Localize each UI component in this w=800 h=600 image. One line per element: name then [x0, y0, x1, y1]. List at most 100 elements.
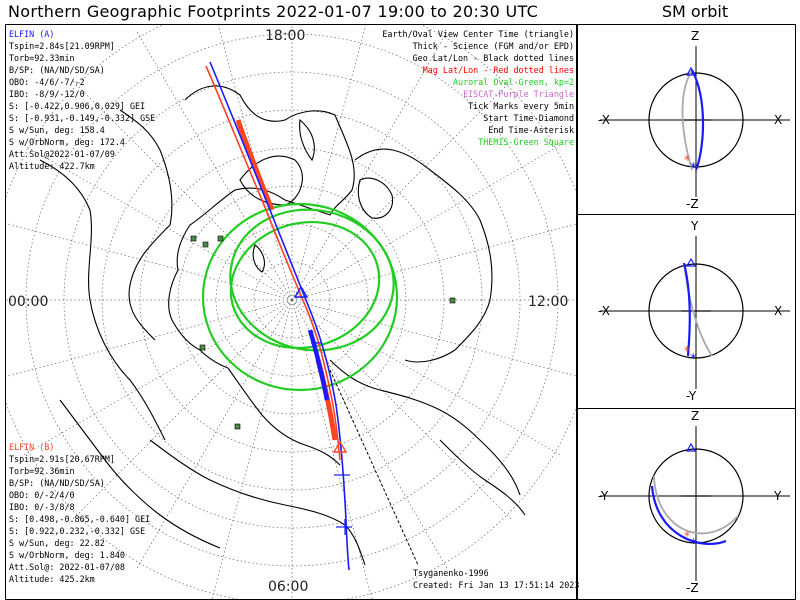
info-line: S: [-0.422,0.906,0.029] GEI	[9, 101, 146, 111]
info-line: S w/OrbNorm, deg: 1.840	[9, 550, 125, 560]
info-line: Torb=92.33min	[9, 53, 75, 63]
longitude-line	[291, 223, 576, 301]
page-title: Northern Geographic Footprints 2022-01-0…	[8, 2, 539, 21]
elfin-a-science-segment	[307, 329, 330, 401]
themis-square	[190, 235, 197, 242]
themis-square	[449, 297, 456, 304]
info-line: S: [-0.931,-0.149,-0.332] GSE	[9, 113, 156, 123]
elfin-a-info: ELFIN (A) Tspin=2.84s[21.09RPM] Torb=92.3…	[9, 28, 155, 172]
auroral-oval-mid	[229, 208, 395, 352]
sm-panel: ** Z -Y Y -Z	[598, 409, 790, 595]
elfin-a-orbit	[682, 262, 691, 357]
info-line: B/SP: (NA/ND/SD/SA)	[9, 65, 105, 75]
info-line: S w/OrbNorm, deg: 172.4	[9, 137, 125, 147]
info-line: IBO: 0/-3/8/8	[9, 502, 75, 512]
west-coast-outline	[119, 109, 173, 341]
themis-square	[202, 241, 209, 248]
sm-axis-label-bottom: -Z	[686, 197, 699, 211]
info-line: S w/Sun, deg: 158.4	[9, 125, 105, 135]
geo-grid	[6, 25, 576, 599]
sm-axis-label-right: X	[774, 304, 782, 318]
elfin-b-center-triangle	[332, 440, 348, 453]
east-outline	[439, 439, 526, 516]
pacific-coast-outline	[59, 399, 221, 549]
orbit-asterisk: *	[690, 352, 697, 367]
elfin-b-orbit	[681, 69, 693, 171]
info-line: Att.Sol@: 2022-01-07/08	[9, 562, 125, 572]
auroral-oval-outer	[201, 202, 399, 392]
orbit-triangle	[685, 442, 697, 452]
siberia-outline	[354, 148, 493, 363]
sm-axis-label-right: Y	[773, 489, 782, 503]
earth-circle	[648, 263, 744, 359]
orbit-asterisk-b: *	[684, 344, 690, 358]
info-line: Torb=92.36min	[9, 466, 75, 476]
sm-axis-label-left: -Y	[598, 489, 609, 503]
auroral-ovals	[201, 202, 399, 392]
sm-axis-label-top: Y	[690, 219, 699, 233]
elfin-b-lines: Tspin=2.91s[20.67RPM] Torb=92.36min B/SP: …	[9, 453, 150, 585]
legend-entry: Thick - Science (FGM and/or EPD)	[412, 41, 574, 51]
themis-stations	[190, 235, 456, 430]
themis-square	[217, 235, 224, 242]
continent-outlines	[39, 85, 526, 566]
longitude-line	[291, 144, 561, 301]
info-line: S w/Sun, deg: 22.82	[9, 538, 105, 548]
info-line: Altitude: 422.7km	[9, 161, 95, 171]
info-line: OBO: -4/6/-7/-2	[9, 77, 85, 87]
sm-panel: ** Y -X X -Y	[598, 219, 790, 403]
small-island-2-outline	[299, 118, 315, 162]
legend-entry: THEMIS-Green Square	[478, 137, 574, 147]
elfin-a-orbit	[650, 485, 727, 545]
sm-axis-label-top: Z	[691, 29, 699, 43]
orbit-asterisk-b: *	[684, 153, 690, 167]
elfin-a-lines: Tspin=2.84s[21.09RPM] Torb=92.33min B/SP: …	[9, 40, 155, 172]
elfin-a-track	[209, 61, 350, 571]
sm-axis-label-bottom: -Y	[686, 389, 697, 403]
legend-entry: End Time-Asterisk	[488, 125, 574, 135]
sm-axis-label-top: Z	[691, 409, 699, 423]
elfin-b-name: ELFIN (B)	[9, 442, 55, 452]
europe-greenland-coast	[168, 85, 355, 369]
legend-entry: Mag Lat/Lon - Red dotted lines	[422, 65, 574, 75]
orbit-asterisk: *	[690, 161, 697, 176]
alaska-outline	[329, 359, 521, 496]
legend-entry: Auroral Oval-Green, kp=2	[452, 77, 574, 87]
latitude-circle	[253, 261, 331, 339]
info-line: B/SP: (NA/ND/SD/SA)	[9, 478, 105, 488]
sm-axis-label-right: X	[774, 113, 782, 127]
legend: Earth/Oval View Center Time (triangle) Th…	[382, 28, 574, 148]
latitude-circle	[101, 109, 483, 491]
elfin-a-orbit	[691, 69, 705, 171]
themis-square	[234, 423, 241, 430]
legend-entry: Geo Lat/Lon - Black dotted lines	[412, 53, 574, 63]
longitude-line	[291, 299, 512, 520]
sm-orbit-title: SM orbit	[661, 2, 729, 21]
info-line: Att.Sol@2022-01-07/09	[9, 149, 115, 159]
info-line: OBO: 0/-2/4/0	[9, 490, 75, 500]
legend-entry: EISCAT-Purple Triangle	[463, 89, 574, 99]
canada-outline	[227, 367, 341, 466]
legend-entry: Start Time-Diamond	[483, 113, 574, 123]
latitude-circle	[177, 185, 407, 415]
tsyganenko-trace	[329, 369, 419, 566]
time-label-right: 12:00	[528, 294, 568, 310]
sm-axis-label-left: -X	[598, 304, 610, 318]
north-america-outline	[149, 439, 366, 566]
info-line: Tspin=2.91s[20.67RPM]	[9, 454, 115, 464]
longitude-line	[217, 25, 293, 301]
small-island-outline	[252, 244, 265, 273]
themis-square	[199, 344, 206, 351]
auroral-oval-inner	[229, 220, 381, 350]
model-label: Tsyganenko-1996	[413, 568, 489, 578]
longitude-line	[291, 299, 373, 599]
info-line: Tspin=2.84s[21.09RPM]	[9, 41, 115, 51]
time-label-top: 18:00	[265, 28, 305, 44]
sm-panel: ** Z -X X -Z	[598, 29, 790, 211]
legend-entry: Earth/Oval View Center Time (triangle)	[382, 29, 574, 39]
orbit-triangle	[685, 257, 697, 267]
created-label: Created: Fri Jan 13 17:51:14 2023	[413, 580, 580, 590]
info-line: S: [0.498,-0.865,-0.640] GEI	[9, 514, 151, 524]
elfin-a-tick-marks	[311, 342, 352, 535]
